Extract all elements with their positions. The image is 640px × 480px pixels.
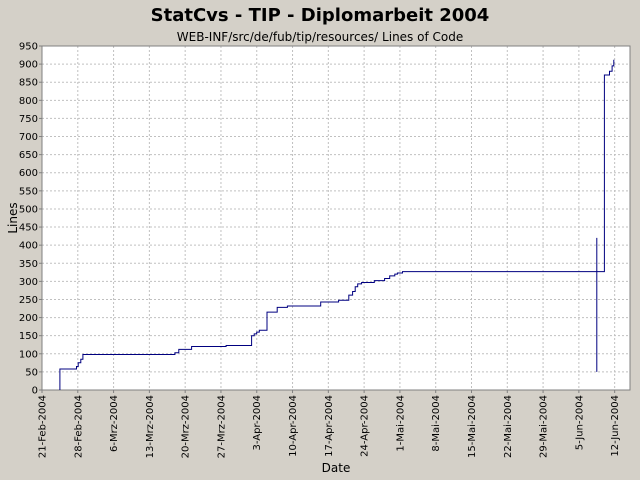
x-tick-label: 28-Feb-2004 [73,395,84,458]
x-tick-label: 5-Jun-2004 [574,395,585,450]
x-tick-label: 17-Apr-2004 [324,395,335,457]
x-tick-label: 29-Mai-2004 [539,395,550,458]
plot-border [41,45,631,391]
y-tick-label: 50 [25,367,38,378]
y-tick-label: 150 [19,331,38,342]
y-tick-label: 800 [19,96,38,107]
x-tick-label: 24-Apr-2004 [360,395,371,457]
x-tick-label: 1-Mai-2004 [395,395,406,452]
grid-lines [42,45,630,390]
y-tick-label: 550 [19,186,38,197]
x-tick-label: 15-Mai-2004 [467,395,478,458]
plot-area [42,46,630,390]
x-tick-label: 12-Jun-2004 [610,395,621,457]
x-axis-label: Date [322,461,351,475]
x-tick-label: 8-Mai-2004 [431,395,442,452]
y-tick-label: 950 [19,42,38,53]
y-tick-label: 700 [19,132,38,143]
chart-subtitle: WEB-INF/src/de/fub/tip/resources/ Lines … [176,30,464,44]
series-layer [59,59,615,390]
y-tick-label: 900 [19,60,38,71]
x-tick-label: 27-Mrz-2004 [216,395,227,458]
y-tick-label: 500 [19,204,38,215]
y-tick-label: 850 [19,78,38,89]
x-tick-label: 22-Mai-2004 [503,395,514,458]
x-tick-label: 6-Mrz-2004 [109,395,120,452]
y-tick-label: 400 [19,241,38,252]
series-line [59,59,615,390]
x-tick-label: 20-Mrz-2004 [181,395,192,458]
y-tick-label: 100 [19,349,38,360]
x-tick-label: 21-Feb-2004 [38,395,49,458]
y-tick-label: 450 [19,223,38,234]
y-tick-label: 650 [19,150,38,161]
x-tick-label: 3-Apr-2004 [252,395,263,450]
y-tick-label: 600 [19,168,38,179]
y-tick-label: 0 [32,386,38,397]
y-axis-label: Lines [6,202,20,233]
y-tick-label: 350 [19,259,38,270]
x-tick-label: 13-Mrz-2004 [145,395,156,458]
chart-title: StatCvs - TIP - Diplomarbeit 2004 [150,5,490,26]
y-tick-label: 200 [19,313,38,324]
axes: 0 50 100 150 200 250 300 350 400 450 500 550 600 650 7… [19,42,631,458]
x-tick-label: 10-Apr-2004 [288,395,299,457]
y-tick-label: 250 [19,295,38,306]
y-tick-label: 300 [19,277,38,288]
y-tick-label: 750 [19,114,38,125]
